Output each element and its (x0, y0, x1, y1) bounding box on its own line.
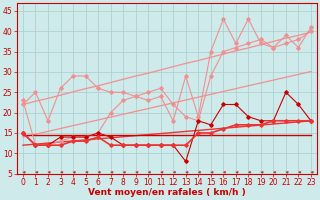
X-axis label: Vent moyen/en rafales ( km/h ): Vent moyen/en rafales ( km/h ) (88, 188, 246, 197)
